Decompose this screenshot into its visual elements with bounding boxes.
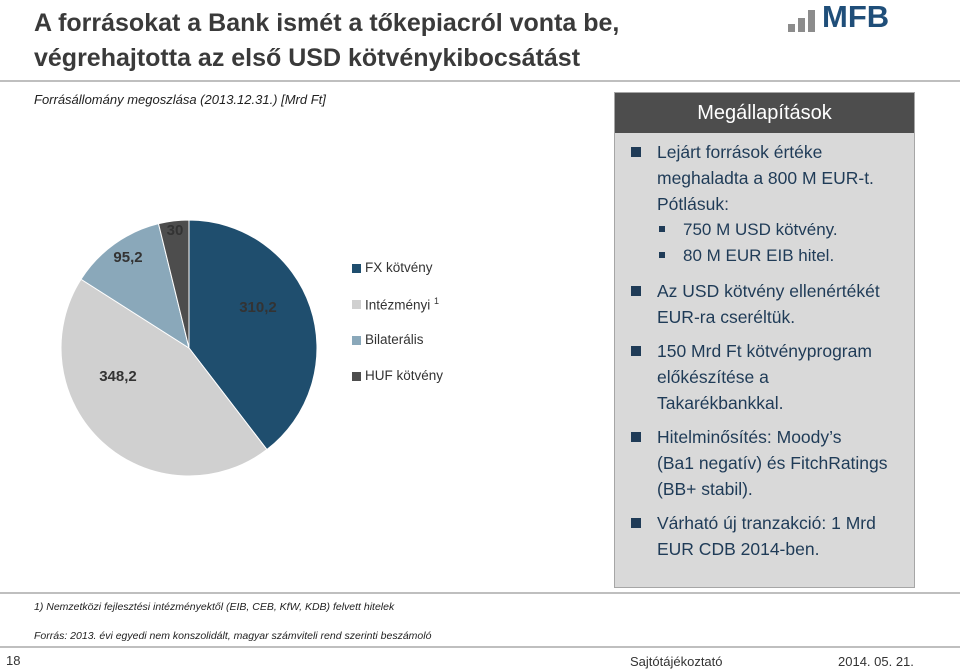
finding-line: meghaladta a 800 M EUR-t. bbox=[657, 168, 874, 188]
pie-slice-3 bbox=[80, 223, 190, 350]
finding-text: Az USD kötvény ellenértékét EUR-ra cserél… bbox=[657, 278, 912, 330]
logo-bar-icon bbox=[808, 10, 815, 32]
bullet-square-icon bbox=[631, 346, 641, 356]
bullet-square-icon bbox=[631, 147, 641, 157]
finding-line: Lejárt források értéke bbox=[657, 142, 823, 162]
finding-line: Pótlásuk: bbox=[657, 194, 729, 214]
legend-label: FX kötvény bbox=[365, 260, 433, 275]
finding-line: (Ba1 negatív) és FitchRatings bbox=[657, 453, 888, 473]
source-note: Forrás: 2013. évi egyedi nem konszolidál… bbox=[34, 630, 432, 642]
footer-date: 2014. 05. 21. bbox=[838, 654, 914, 669]
pie-chart: 310,2 348,2 95,2 30 FX kötvény Intézményi 1 B… bbox=[0, 110, 600, 495]
footer-label: Sajtótájékoztató bbox=[630, 654, 723, 669]
bullet-square-icon bbox=[631, 286, 641, 296]
pie-data-label: 95,2 bbox=[113, 249, 142, 266]
legend-label: HUF kötvény bbox=[365, 368, 444, 383]
finding-line: Az USD kötvény ellenértékét bbox=[657, 281, 880, 301]
mfb-logo: MFB bbox=[786, 0, 906, 36]
subbullet-text: 80 M EUR EIB hitel. bbox=[683, 246, 835, 265]
footnote-1: 1) Nemzetközi fejlesztési intézményektől… bbox=[34, 601, 395, 613]
legend-footnote-marker: 1 bbox=[434, 296, 440, 306]
legend-label: Bilaterális bbox=[365, 332, 424, 347]
finding-text: Hitelminősítés: Moody’s (Ba1 negatív) és … bbox=[657, 424, 912, 502]
pie-data-label: 310,2 bbox=[239, 299, 277, 316]
chart-title: Forrásállomány megoszlása (2013.12.31.) … bbox=[34, 92, 326, 107]
page-title-line2: végrehajtotta az első USD kötvénykibocsá… bbox=[34, 44, 581, 72]
footnote-divider bbox=[0, 592, 960, 594]
pie-data-label: 30 bbox=[167, 222, 184, 239]
finding-line: 150 Mrd Ft kötvényprogram bbox=[657, 341, 872, 361]
logo-text: MFB bbox=[822, 0, 890, 34]
page-title-line1: A forrásokat a Bank ismét a tőkepiacról … bbox=[34, 9, 620, 37]
logo-bar-icon bbox=[788, 24, 795, 32]
finding-line: EUR CDB 2014-ben. bbox=[657, 539, 820, 559]
pie-slice-1 bbox=[188, 219, 318, 451]
header-divider bbox=[0, 80, 960, 82]
page-number: 18 bbox=[6, 653, 21, 668]
finding-line: Hitelminősítés: Moody’s bbox=[657, 427, 842, 447]
finding-line: Várható új tranzakció: 1 Mrd bbox=[657, 513, 876, 533]
legend-swatch bbox=[352, 264, 361, 273]
finding-text: Lejárt források értéke meghaladta a 800 M… bbox=[657, 139, 912, 217]
pie-slice-4 bbox=[157, 219, 190, 349]
pie-chart-svg: 310,2 348,2 95,2 30 bbox=[60, 219, 318, 477]
findings-heading: Megállapítások bbox=[615, 93, 914, 133]
subbullet-text: 750 M USD kötvény. bbox=[683, 220, 838, 239]
logo-bar-icon bbox=[798, 18, 805, 32]
bullet-square-icon bbox=[631, 432, 641, 442]
legend-swatch bbox=[352, 336, 361, 345]
finding-line: Takarékbankkal. bbox=[657, 393, 784, 413]
findings-panel: Megállapítások Lejárt források értéke meg… bbox=[614, 92, 915, 588]
finding-line: (BB+ stabil). bbox=[657, 479, 753, 499]
footer-divider bbox=[0, 646, 960, 648]
pie-data-label: 348,2 bbox=[99, 368, 137, 385]
finding-text: Várható új tranzakció: 1 Mrd EUR CDB 2014… bbox=[657, 510, 912, 562]
bullet-square-icon bbox=[631, 518, 641, 528]
finding-line: EUR-ra cseréltük. bbox=[657, 307, 796, 327]
finding-text: 150 Mrd Ft kötvényprogram előkészítése a T… bbox=[657, 338, 912, 416]
subbullet-square-icon bbox=[659, 226, 665, 232]
pie-slice-2 bbox=[60, 278, 268, 477]
legend-swatch bbox=[352, 372, 361, 381]
page-title: A forrásokat a Bank ismét a tőkepiacról … bbox=[34, 6, 734, 76]
subbullet-square-icon bbox=[659, 252, 665, 258]
finding-line: előkészítése a bbox=[657, 367, 769, 387]
legend-swatch bbox=[352, 300, 361, 309]
legend-label: Intézményi 1 bbox=[365, 296, 440, 313]
